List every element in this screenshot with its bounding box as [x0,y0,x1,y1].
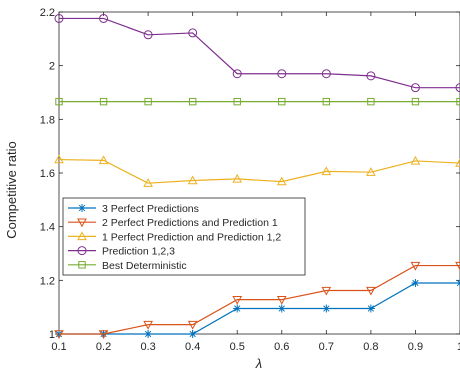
data-point [99,97,108,106]
data-point [321,69,331,79]
data-point [277,69,287,79]
y-tick-label: 1 [49,329,55,341]
series-2 [54,261,460,340]
data-point [366,304,375,313]
data-point [233,97,241,106]
data-point [143,178,153,187]
data-point [187,320,198,330]
data-point [410,261,421,271]
x-axis-label: λ [255,356,262,371]
data-point [188,330,197,338]
data-point [143,320,153,330]
data-point [366,286,376,296]
x-tick-label: 0.9 [408,341,423,353]
legend-box [62,197,306,276]
data-point [232,69,242,79]
data-point [54,330,64,340]
data-point [276,295,287,305]
x-tick-label: 0.8 [363,341,378,353]
data-point [98,155,109,165]
legend-marker [77,231,87,241]
x-tick-label: 1 [457,341,460,353]
legend-marker [77,218,87,228]
legend-item: 2 Perfect Predictions and Prediction 1 [68,217,278,229]
legend-label: 3 Perfect Predictions [102,203,199,215]
x-tick-label: 0.6 [274,341,289,353]
data-point [187,175,198,185]
data-point [278,97,286,106]
series-line [59,17,460,89]
data-point [232,173,243,183]
data-point [54,154,64,164]
data-point [188,97,197,106]
legend-label: 2 Perfect Predictions and Prediction 1 [102,217,278,229]
x-tick-label: 0.1 [51,341,66,353]
data-point [144,97,152,106]
legend-item: Best Deterministic [68,260,187,272]
axes: 0.1 0.2 0.3 0.4 0.5 0.6 0.7 0.8 0.9 1 1 1.2 1.4 1.6 1.… [40,7,460,353]
data-point [322,97,331,106]
data-point [233,304,242,313]
legend-marker [77,246,87,256]
data-point [54,13,64,23]
plot-area-frame [58,11,460,335]
data-point [55,97,63,106]
data-point [322,304,331,313]
x-tick-label: 0.2 [96,341,111,353]
y-axis-label: Competitive ratio [4,141,19,239]
series-line [59,264,460,335]
legend-marker [78,261,86,269]
data-point [188,28,198,38]
data-point [367,97,375,106]
data-point [276,176,287,186]
data-point [455,83,460,93]
series-3 [54,154,460,187]
legend-item: Prediction 1,2,3 [68,246,175,258]
data-point [98,330,109,340]
series-line [59,282,460,335]
data-point [99,13,109,23]
x-tick-label: 0.5 [230,341,245,353]
x-tick-label: 0.4 [185,341,200,353]
legend-label: Prediction 1,2,3 [102,246,175,258]
y-tick-label: 1.4 [40,222,55,234]
x-tick-label: 0.3 [140,341,155,353]
legend-item: 1 Perfect Prediction and Prediction 1,2 [68,231,281,243]
data-point [410,155,421,165]
y-tick-label: 1.2 [40,275,55,287]
data-point [410,83,420,93]
data-point [277,304,286,313]
data-point [366,167,376,176]
y-tick-label: 1.8 [40,114,55,126]
data-point [455,158,460,167]
y-tick-label: 2.2 [40,7,55,19]
data-point [144,330,153,338]
legend-label: 1 Perfect Prediction and Prediction 1,2 [102,231,281,243]
data-point [411,97,420,106]
data-point [366,71,376,81]
x-tick-label: 0.7 [319,341,334,353]
data-point [455,261,460,271]
data-point [411,279,420,288]
data-point [232,295,243,305]
data-point [321,286,332,296]
series-1 [55,279,460,338]
legend-item: 3 Perfect Predictions [68,203,199,215]
legend: 3 Perfect Predictions 2 Perfect Predictio… [62,197,306,276]
series-4 [54,13,460,93]
y-tick-label: 2 [49,61,55,73]
data-point [321,166,332,176]
data-point [143,30,153,40]
series-5 [55,97,460,106]
y-tick-label: 1.6 [40,168,55,180]
series-group [54,13,460,340]
legend-label: Best Deterministic [102,260,187,272]
series-line [58,158,460,184]
legend-marker [78,204,86,212]
